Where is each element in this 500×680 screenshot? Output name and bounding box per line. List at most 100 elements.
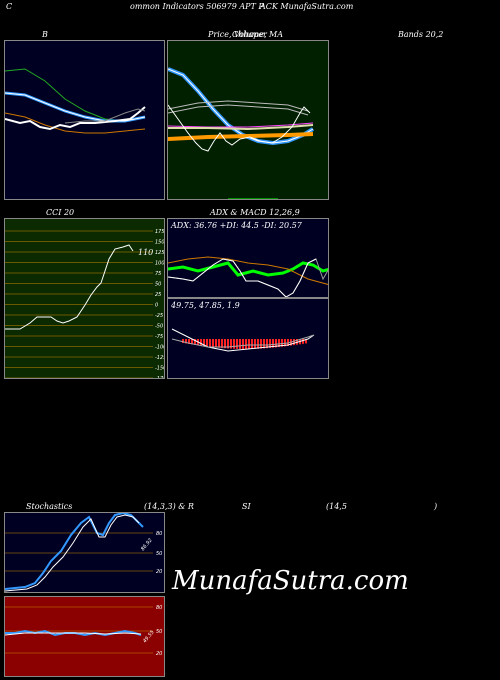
ma-magenta-line	[168, 122, 314, 128]
macd-signal-line	[171, 334, 315, 348]
bollinger-label: B	[42, 30, 48, 39]
cci-tick-label: -175	[155, 376, 165, 379]
cci-tick-label: 100	[155, 261, 165, 267]
price-volume-ma-label: Price, Volume, MA	[208, 30, 284, 39]
price-line	[5, 106, 146, 131]
stoch-tick-label: 80	[156, 531, 162, 537]
macd-histogram-bar	[182, 339, 184, 343]
macd-histogram-bar	[242, 339, 244, 349]
lower-band-line	[5, 112, 146, 134]
macd-histogram-bar	[251, 339, 253, 349]
rsi-svg: 80 50 20 49.55	[5, 605, 162, 657]
plus-di-line	[168, 261, 328, 277]
stoch-tick-label: 50	[156, 551, 162, 557]
macd-histogram-bar	[194, 339, 196, 345]
middle-band-line	[5, 91, 146, 123]
bollinger-gray-line	[64, 108, 146, 124]
macd-histogram-bar	[263, 339, 265, 349]
cci-tick-label: -75	[155, 334, 163, 340]
cci-tick-label: -150	[155, 366, 165, 372]
cci-tick-label: -100	[155, 345, 165, 351]
rsi-params-close: )	[434, 502, 438, 511]
rsi-chart: 80 50 20 49.55	[4, 596, 165, 677]
adx-white-line	[168, 258, 317, 297]
macd-histogram-bar	[278, 339, 280, 348]
header-c: C	[6, 2, 13, 11]
munafasutra-watermark: MunafaSutra.com	[172, 566, 409, 596]
cci-line	[5, 244, 134, 330]
stoch-svg: 80 50 20 86.92	[5, 513, 162, 592]
rsi-tick-label: 50	[156, 629, 162, 635]
cci-tick-label: -25	[155, 313, 163, 319]
cci-tick-label: 175	[155, 229, 165, 235]
ma-pale-line	[168, 124, 314, 131]
cci-tick-label: 50	[155, 282, 161, 288]
macd-histogram-bar	[257, 339, 259, 349]
macd-svg: 49.75, 47.85, 1.9	[170, 301, 315, 352]
cci-chart: 175 150 125 100 75 50 25 0 -25 -50 -75 -100 -125 -150…	[4, 218, 165, 379]
rsi-params-label: (14,5	[326, 502, 347, 511]
ma-orange-line	[168, 132, 314, 141]
bands-label: Bands 20,2	[398, 30, 444, 39]
stochastics-label: Stochastics	[26, 502, 73, 511]
macd-histogram-bar	[272, 339, 274, 348]
stoch-value: 86.92	[140, 537, 154, 552]
macd-histogram-bar	[275, 339, 277, 348]
macd-histogram-bar	[185, 339, 187, 344]
cci-tick-label: -50	[155, 324, 163, 330]
macd-histogram-bar	[188, 339, 190, 344]
cci-value: 110	[138, 248, 153, 257]
bollinger-svg	[5, 68, 146, 134]
macd-histogram-bar	[212, 339, 214, 348]
rsi-avg-line	[5, 632, 142, 636]
macd-histogram-bar	[260, 339, 262, 349]
macd-histogram-bar	[230, 339, 232, 349]
macd-histogram-bar	[284, 339, 286, 347]
header-site: ACK MunafaSutra.com	[260, 2, 354, 11]
macd-histogram-bar	[227, 339, 229, 349]
macd-line	[171, 328, 315, 352]
cci-tick-label: 75	[155, 271, 161, 277]
cci-tick-label: 25	[155, 292, 161, 298]
stoch-tick-label: 20	[156, 569, 162, 575]
stochastics-chart: 80 50 20 86.92	[4, 512, 165, 593]
macd-histogram-bar	[305, 339, 307, 344]
macd-histogram-bar	[203, 339, 205, 347]
stoch-k-line	[5, 513, 144, 590]
macd-histogram-bar	[209, 339, 211, 347]
cci-tick-label: 150	[155, 240, 165, 246]
adx-macd-label: ADX & MACD 12,26,9	[210, 208, 300, 217]
macd-histogram-bar	[218, 339, 220, 348]
adx-chart: ADX: 36.76 +DI: 44.5 -DI: 20.57	[167, 218, 329, 298]
minus-di-line	[168, 256, 328, 285]
ma-gray-lower	[168, 104, 309, 116]
macd-histogram-bar	[224, 339, 226, 349]
macd-histogram-bar	[248, 339, 250, 349]
macd-histogram-bar	[302, 339, 304, 344]
bollinger-chart	[4, 40, 165, 200]
cci-tick-label: 125	[155, 250, 165, 256]
adx-svg: ADX: 36.76 +DI: 44.5 -DI: 20.57	[168, 221, 328, 297]
rsi-tick-label: 20	[156, 651, 162, 657]
price-ma-svg	[168, 67, 315, 199]
rsi-label: SI	[242, 502, 251, 511]
macd-histogram-bar	[206, 339, 208, 347]
price-white-line	[168, 104, 311, 152]
macd-histogram-bar	[236, 339, 238, 349]
cci-svg: 175 150 125 100 75 50 25 0 -25 -50 -75 -100 -125 -150…	[5, 229, 165, 379]
macd-chart: 49.75, 47.85, 1.9	[167, 298, 329, 379]
macd-histogram-bar	[221, 339, 223, 348]
cci-tick-label: -125	[155, 355, 165, 361]
macd-histogram-bar	[281, 339, 283, 347]
macd-histogram-bar	[233, 339, 235, 349]
macd-histogram-bar	[293, 339, 295, 346]
macd-histogram-bar	[239, 339, 241, 349]
cci-tick-label: 0	[155, 303, 158, 309]
stoch-params-label: (14,3,3) & R	[144, 502, 194, 511]
macd-histogram-bar	[191, 339, 193, 345]
macd-readout: 49.75, 47.85, 1.9	[170, 301, 240, 310]
macd-histogram-bar	[200, 339, 202, 346]
rsi-value: 49.55	[142, 629, 156, 644]
macd-histogram-bar	[254, 339, 256, 349]
adx-readout: ADX: 36.76 +DI: 44.5 -DI: 20.57	[170, 221, 303, 230]
